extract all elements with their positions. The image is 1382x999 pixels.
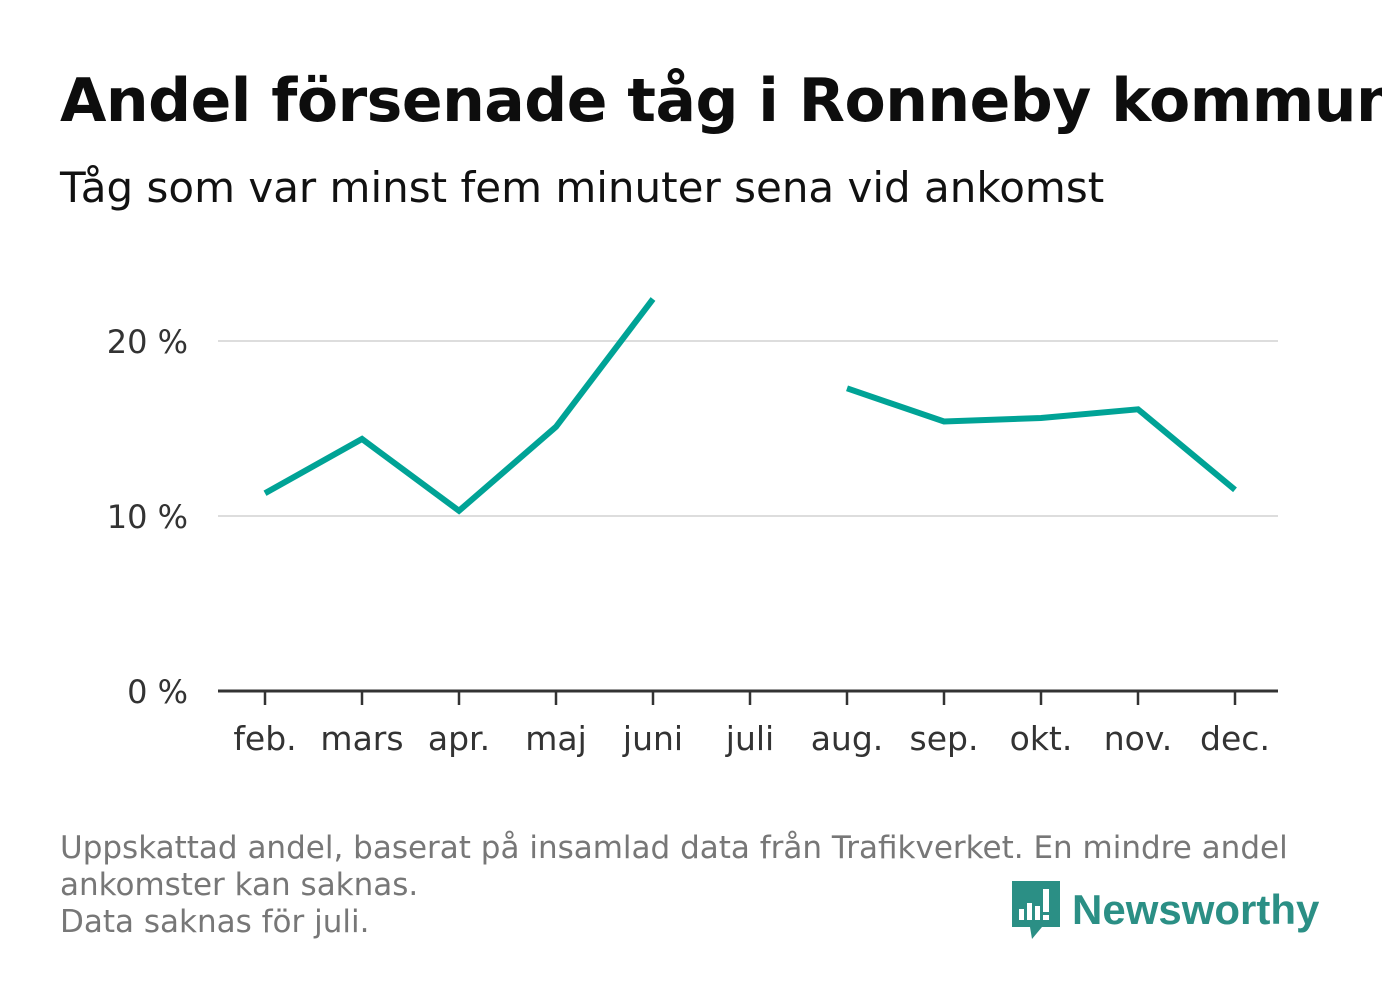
y-tick-label: 20 % xyxy=(107,323,188,361)
brand-name: Newsworthy xyxy=(1072,886,1320,933)
chart-subtitle: Tåg som var minst fem minuter sena vid a… xyxy=(60,163,1105,212)
footnote: Uppskattad andel, baserat på insamlad da… xyxy=(60,830,1310,941)
x-tick-label: maj xyxy=(525,719,587,758)
series-line xyxy=(263,297,656,515)
footnote-line-2: ankomster kan saknas. xyxy=(60,867,419,903)
x-tick-label: nov. xyxy=(1104,719,1173,758)
y-tick-label: 10 % xyxy=(107,498,188,536)
x-tick-label: aug. xyxy=(811,719,884,758)
x-tick-label: okt. xyxy=(1010,719,1073,758)
x-tick-label: apr. xyxy=(428,719,490,758)
series-line xyxy=(846,385,1237,493)
newsworthy-logo-icon xyxy=(1012,881,1060,939)
x-tick-label: juni xyxy=(622,719,683,758)
chart-title: Andel försenade tåg i Ronneby kommun xyxy=(60,66,1382,136)
x-tick-label: mars xyxy=(320,719,403,758)
brand-logo: Newsworthy xyxy=(1010,878,1319,942)
footnote-line-3: Data saknas för juli. xyxy=(60,904,370,940)
x-tick-label: juli xyxy=(725,719,774,758)
x-tick-label: feb. xyxy=(233,719,296,758)
x-tick-label: dec. xyxy=(1200,719,1270,758)
x-tick-label: sep. xyxy=(910,719,979,758)
y-tick-label: 0 % xyxy=(127,673,188,711)
footnote-line-1: Uppskattad andel, baserat på insamlad da… xyxy=(60,830,1288,866)
